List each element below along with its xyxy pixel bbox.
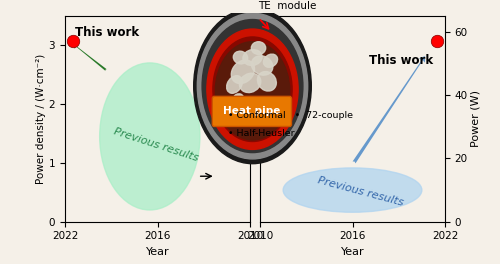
Circle shape	[207, 29, 298, 149]
Ellipse shape	[232, 60, 254, 83]
Text: Heat pipe: Heat pipe	[223, 106, 280, 116]
Ellipse shape	[252, 56, 273, 75]
Circle shape	[194, 8, 312, 164]
Text: This work: This work	[75, 26, 139, 39]
Y-axis label: Power density / (W·cm⁻²): Power density / (W·cm⁻²)	[36, 54, 46, 184]
Text: This work: This work	[368, 54, 432, 67]
Ellipse shape	[100, 63, 200, 210]
Circle shape	[213, 37, 292, 142]
Ellipse shape	[243, 50, 262, 65]
Ellipse shape	[283, 168, 422, 212]
Text: TE  module: TE module	[258, 1, 317, 11]
Ellipse shape	[234, 51, 247, 64]
Ellipse shape	[264, 54, 278, 67]
X-axis label: Year: Year	[146, 247, 170, 257]
Ellipse shape	[226, 76, 242, 93]
Ellipse shape	[258, 72, 276, 91]
Ellipse shape	[252, 42, 266, 54]
Circle shape	[216, 42, 290, 140]
Text: • Half-Heusler: • Half-Heusler	[228, 129, 294, 138]
Text: • Conformal   •  72-couple: • Conformal • 72-couple	[228, 111, 352, 120]
Text: Previous results: Previous results	[112, 127, 200, 164]
Ellipse shape	[258, 97, 270, 107]
FancyBboxPatch shape	[212, 96, 292, 126]
Ellipse shape	[240, 73, 261, 93]
Ellipse shape	[232, 94, 244, 107]
Y-axis label: Power (W): Power (W)	[470, 90, 480, 147]
Text: Previous results: Previous results	[316, 175, 404, 208]
Circle shape	[198, 13, 308, 159]
Circle shape	[202, 20, 303, 153]
X-axis label: Year: Year	[340, 247, 364, 257]
